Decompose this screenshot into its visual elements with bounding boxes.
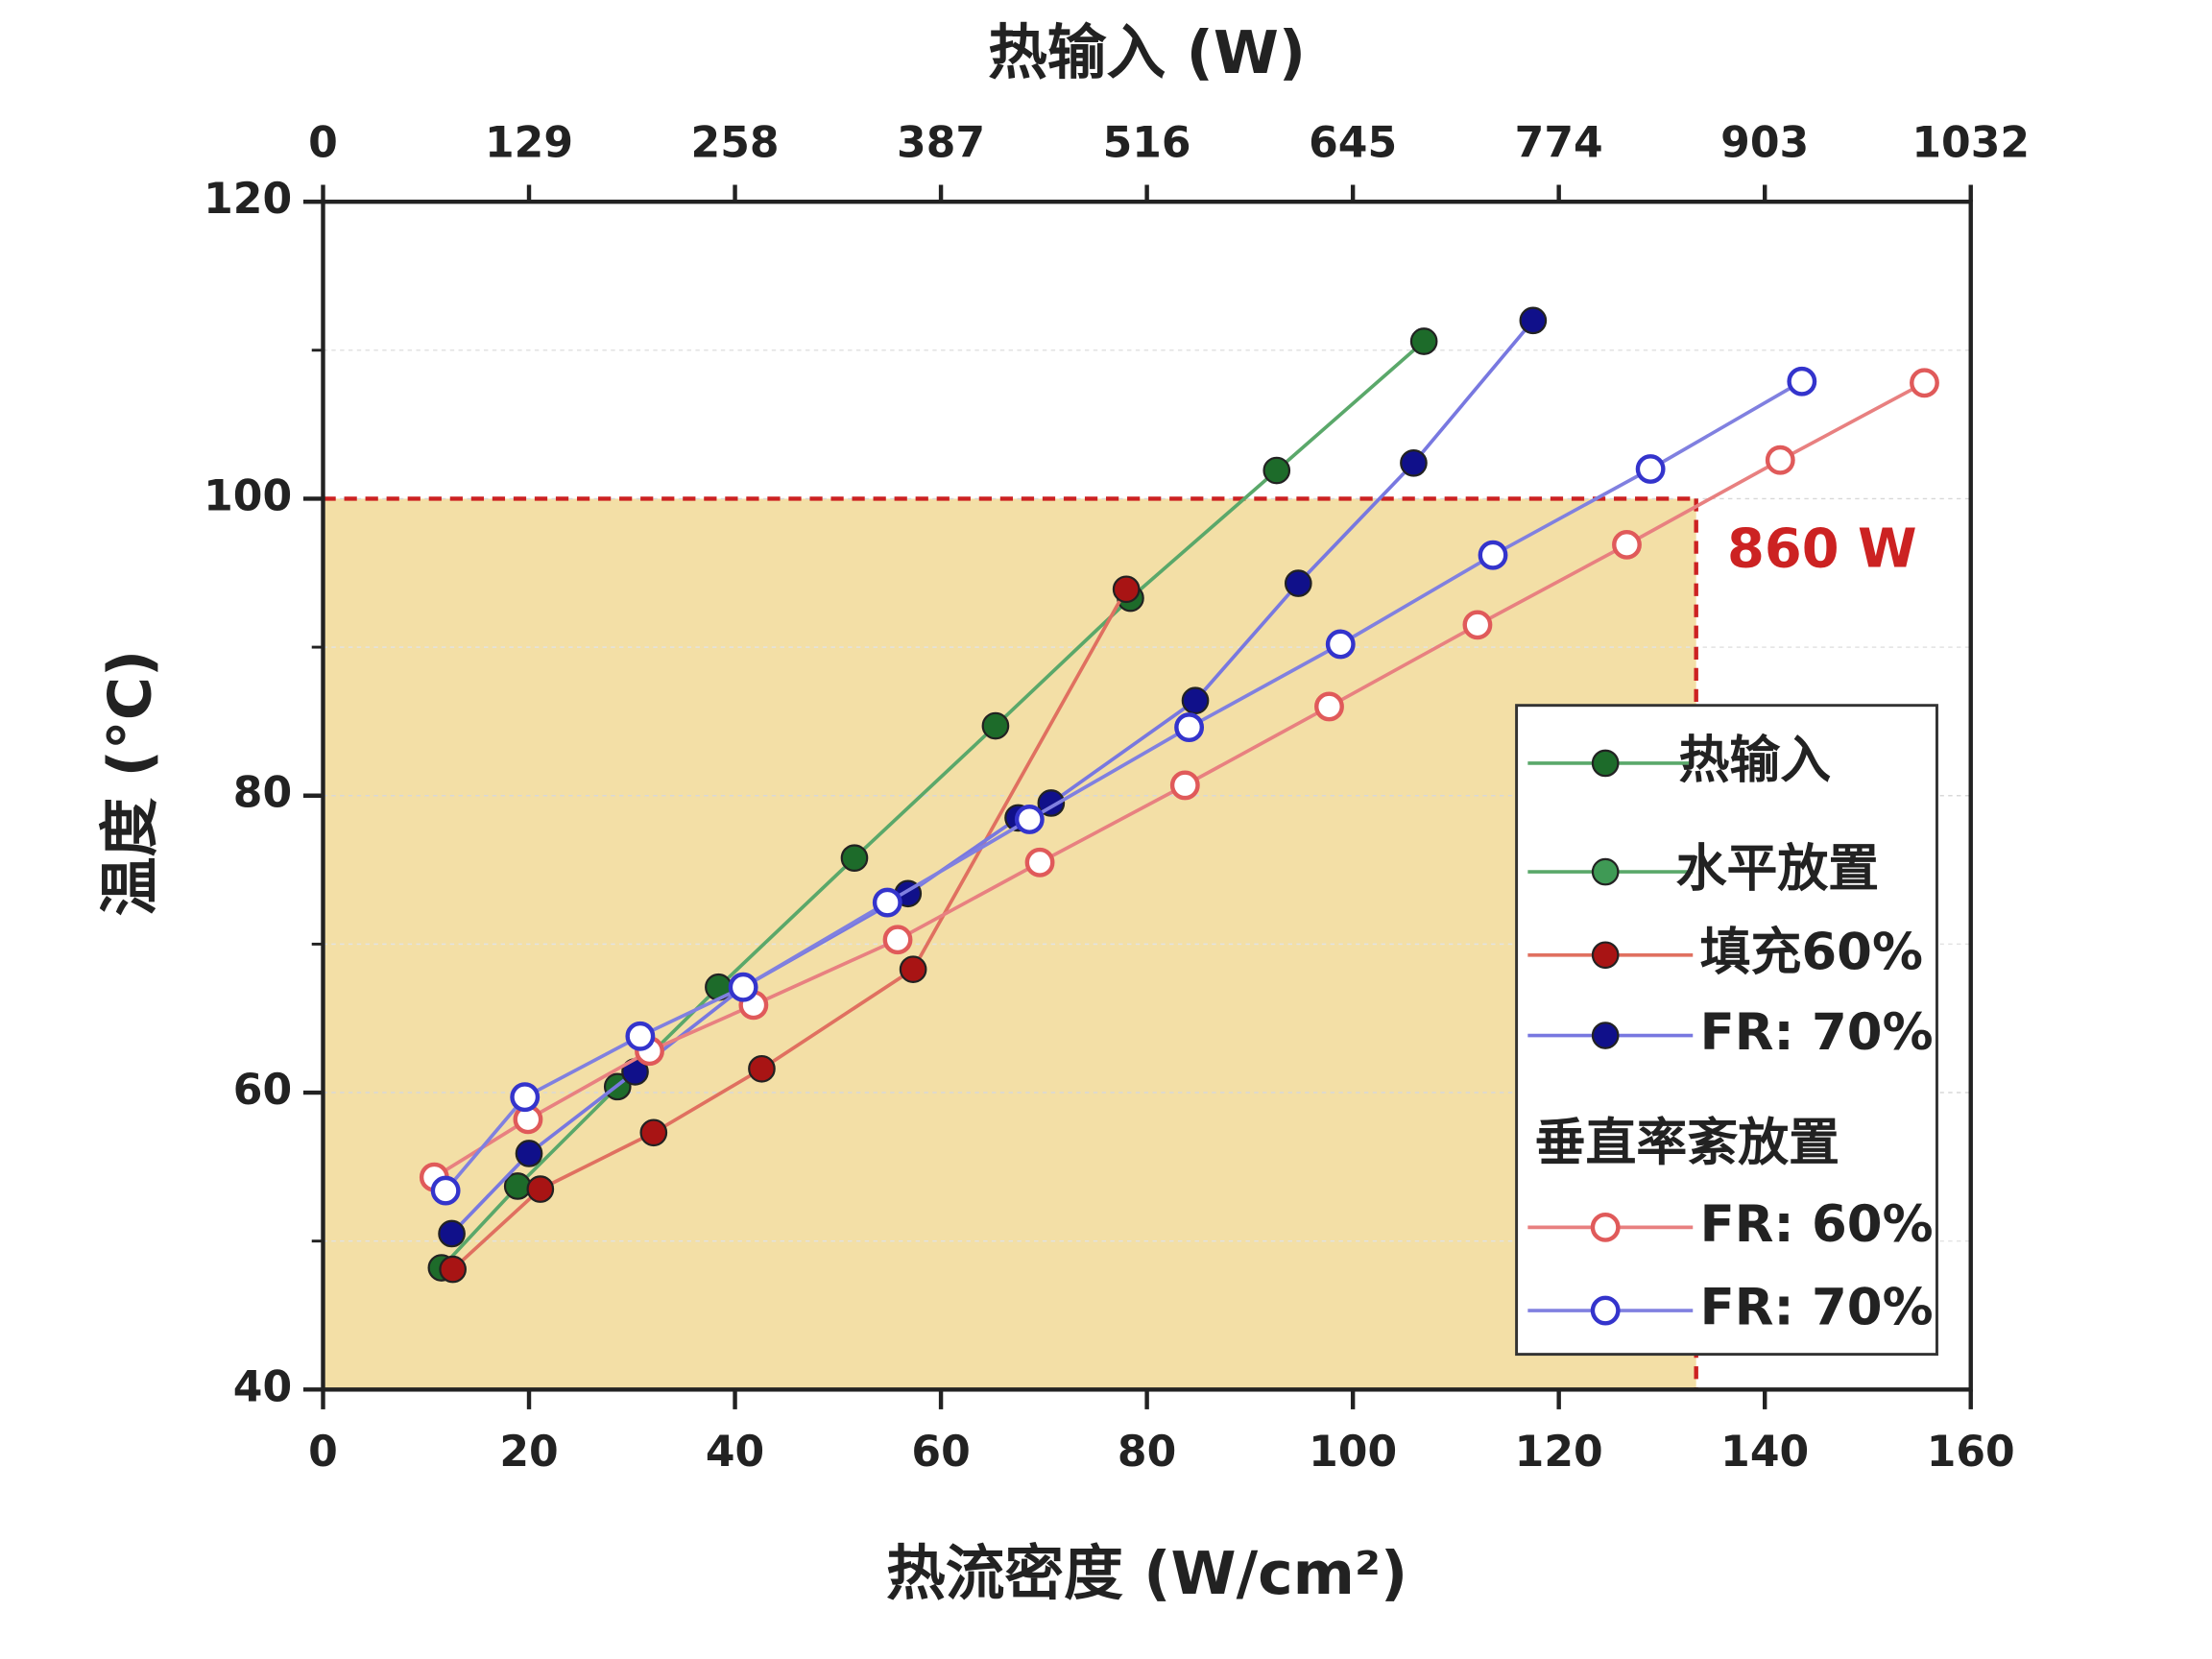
point [438, 1219, 466, 1248]
point [1612, 529, 1642, 560]
annotation: 860 W [1727, 517, 1917, 580]
top-tick-label: 516 [1103, 118, 1191, 167]
x-tick-label: 20 [499, 1428, 558, 1477]
point [1181, 686, 1210, 715]
legend-group-label: 水平放置 [1676, 840, 1880, 899]
y-tick-label: 40 [233, 1362, 292, 1411]
top-tick-label: 645 [1309, 118, 1397, 167]
point [515, 1140, 543, 1167]
point [430, 1175, 461, 1206]
point [1284, 569, 1312, 597]
point [899, 955, 927, 984]
x-axis-title: 热流密度 (W/cm²) [886, 1539, 1407, 1608]
point [639, 1118, 668, 1147]
background-layer [323, 201, 1971, 1391]
x-tick-label: 80 [1118, 1428, 1176, 1477]
point [625, 1021, 656, 1051]
top-axis-title: 热输入 (W) [988, 18, 1306, 87]
point [1591, 941, 1620, 970]
legend-label: 热输入 [1679, 732, 1832, 790]
point [1174, 712, 1205, 743]
x-tick-label: 0 [308, 1428, 338, 1477]
legend-marker [1591, 857, 1620, 886]
x-tick-label: 60 [911, 1428, 970, 1477]
top-tick-label: 774 [1515, 118, 1603, 167]
top-tick-label: 903 [1720, 118, 1809, 167]
point [1765, 445, 1795, 475]
point [1591, 749, 1620, 778]
legend-box [1515, 704, 1938, 1357]
legend-group-label: 垂直率紊放置 [1535, 1114, 1839, 1172]
point [1262, 456, 1291, 485]
series-line [433, 381, 1926, 1179]
point [526, 1175, 555, 1203]
legend-label: 填充60% [1700, 923, 1923, 981]
x-tick-label: 100 [1309, 1428, 1397, 1477]
point [1314, 691, 1344, 722]
x-tick-label: 160 [1927, 1428, 2015, 1477]
point [748, 1054, 776, 1083]
y-axis-title: 温度 (°C) [96, 650, 165, 916]
point [1910, 368, 1939, 398]
x-tick-label: 40 [706, 1428, 764, 1477]
top-tick-label: 129 [485, 118, 573, 167]
point [1519, 306, 1548, 335]
top-tick-label: 387 [897, 118, 985, 167]
point [1590, 1295, 1621, 1326]
point [840, 844, 869, 873]
point [1478, 540, 1508, 570]
point [1409, 327, 1438, 355]
point [1590, 1212, 1621, 1242]
point [1787, 366, 1817, 397]
point [503, 1172, 532, 1200]
point [439, 1255, 467, 1284]
point [1112, 575, 1141, 604]
point [1462, 610, 1493, 640]
point [1169, 770, 1200, 801]
y-tick-label: 100 [204, 471, 292, 520]
y-tick-label: 60 [233, 1066, 292, 1115]
top-tick-label: 1032 [1911, 118, 2030, 167]
x-tick-label: 120 [1515, 1428, 1603, 1477]
point [1591, 1022, 1620, 1049]
y-tick-label: 120 [204, 175, 292, 224]
top-tick-label: 258 [691, 118, 780, 167]
point [1325, 629, 1356, 660]
point [728, 972, 758, 1002]
point [1400, 448, 1428, 477]
y-tick-label: 80 [233, 769, 292, 818]
top-tick-label: 0 [308, 118, 338, 167]
point [872, 887, 902, 918]
point [1635, 454, 1666, 484]
point [510, 1082, 541, 1113]
legend-label: FR: 70% [1700, 1279, 1934, 1337]
x-tick-label: 140 [1720, 1428, 1809, 1477]
point [882, 925, 913, 955]
legend-label: FR: 70% [1700, 1003, 1934, 1062]
point [1024, 847, 1055, 878]
series-line [451, 588, 1128, 1271]
legend-label: FR: 60% [1700, 1195, 1934, 1254]
point [981, 711, 1010, 740]
point [1014, 805, 1045, 834]
